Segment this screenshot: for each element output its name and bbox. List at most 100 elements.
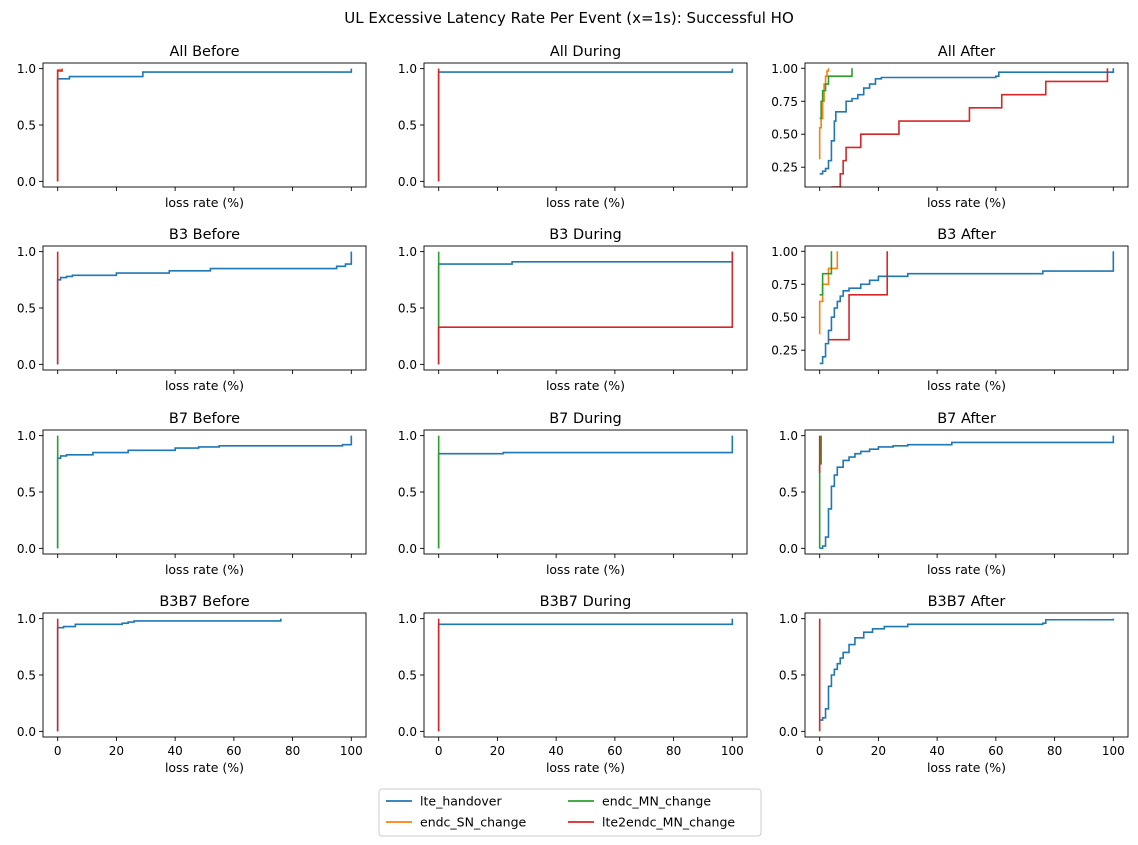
y-tick-label: 0.5	[398, 302, 417, 316]
x-axis-label: loss rate (%)	[546, 195, 625, 210]
series-group	[437, 618, 734, 732]
series-line-lte2endc-MN-change	[828, 251, 889, 341]
y-tick-label: 0.5	[398, 486, 417, 500]
series-line-endc-SN-change	[818, 251, 839, 335]
x-tick-label: 0	[435, 744, 443, 758]
y-tick-label: 0.0	[398, 542, 417, 556]
x-tick-label: 60	[226, 744, 241, 758]
x-tick-label: 20	[490, 744, 505, 758]
y-tick-label: 0.5	[17, 669, 36, 683]
series-line-endc-MN-change	[819, 68, 853, 120]
subplot: All During 0.0 0.5 1.0 loss rate (%)	[398, 44, 748, 210]
y-tick-label: 0.0	[779, 725, 798, 739]
series-line-lte-handover	[56, 251, 353, 365]
subplot-title: All Before	[170, 44, 240, 60]
axes-frame	[804, 245, 1129, 371]
x-axis-label: loss rate (%)	[927, 378, 1006, 393]
subplot-title: B7 Before	[169, 411, 240, 427]
subplot: B3B7 After 0.0 0.5 1.0 0 20 40 60 80 100 loss rate…	[779, 594, 1129, 775]
series-line-endc-SN-change	[818, 68, 830, 160]
x-tick-label: 100	[1102, 744, 1125, 758]
y-tick-label: 0.25	[771, 344, 798, 358]
y-tick-label: 0.50	[771, 128, 798, 142]
x-axis-label: loss rate (%)	[546, 378, 625, 393]
series-group	[56, 618, 282, 732]
legend-frame	[378, 788, 762, 837]
y-tick-label: 1.0	[17, 245, 36, 259]
legend-entry: endc_MN_change	[568, 794, 711, 809]
y-tick-label: 0.0	[398, 175, 417, 189]
y-tick-label: 0.0	[398, 725, 417, 739]
legend: lte_handover endc_SN_change endc_MN_change…	[378, 788, 762, 837]
subplot: B7 During 0.0 0.5 1.0 loss rate (%)	[398, 411, 748, 577]
y-tick-label: 0.0	[17, 358, 36, 372]
series-line-lte-handover	[437, 251, 734, 365]
x-tick-label: 0	[54, 744, 62, 758]
subplot: All After 0.25 0.50 0.75 1.00 loss rate (%)	[771, 44, 1129, 210]
subplot-title: B3B7 Before	[159, 594, 249, 610]
subplot-title: B3 After	[937, 227, 996, 243]
x-tick-label: 80	[666, 744, 681, 758]
subplot: B7 After 0.0 0.5 1.0 loss rate (%)	[779, 411, 1129, 577]
y-tick-label: 0.0	[17, 542, 36, 556]
subplot: B3 Before 0.0 0.5 1.0 loss rate (%)	[17, 227, 367, 393]
subplot-title: All After	[938, 44, 995, 60]
subplot: B3 After 0.25 0.50 0.75 1.00 loss rate (%)	[771, 227, 1129, 393]
series-group	[437, 68, 734, 182]
series-line-lte2endc-MN-change	[831, 68, 1109, 187]
axes-frame	[423, 612, 748, 738]
series-group	[437, 251, 734, 365]
y-tick-label: 1.0	[779, 429, 798, 443]
axes-frame	[804, 62, 1129, 188]
axes-frame	[804, 612, 1129, 738]
y-tick-label: 0.75	[771, 278, 798, 292]
y-tick-label: 1.00	[771, 245, 798, 259]
subplot-title: B3 During	[549, 227, 622, 243]
y-tick-label: 0.5	[398, 119, 417, 133]
y-tick-label: 0.0	[779, 542, 798, 556]
series-line-lte-handover	[437, 435, 734, 549]
y-tick-label: 0.75	[771, 95, 798, 109]
x-tick-label: 80	[285, 744, 300, 758]
y-tick-label: 0.50	[771, 311, 798, 325]
y-tick-label: 1.0	[398, 62, 417, 76]
series-line-lte-handover	[819, 68, 1115, 175]
series-line-lte-handover	[819, 251, 1115, 365]
legend-entries: lte_handover endc_SN_change endc_MN_change…	[386, 794, 735, 830]
series-group	[818, 68, 1115, 187]
series-line-lte-handover	[56, 68, 353, 182]
y-tick-label: 0.5	[17, 486, 36, 500]
legend-entry: lte_handover	[386, 794, 502, 809]
series-group	[818, 618, 1115, 732]
y-tick-label: 0.25	[771, 161, 798, 175]
y-tick-label: 0.5	[779, 486, 798, 500]
y-tick-label: 1.0	[398, 429, 417, 443]
axes-frame	[42, 612, 367, 738]
y-tick-label: 1.0	[398, 612, 417, 626]
y-tick-label: 0.0	[17, 175, 36, 189]
y-tick-label: 1.0	[17, 62, 36, 76]
x-axis-label: loss rate (%)	[165, 378, 244, 393]
x-axis-label: loss rate (%)	[927, 195, 1006, 210]
series-line-lte-handover	[56, 618, 282, 732]
y-tick-label: 1.00	[771, 62, 798, 76]
series-group	[818, 251, 1115, 365]
subplot-title: B3B7 After	[928, 594, 1006, 610]
subplot-title: B7 After	[937, 411, 996, 427]
y-tick-label: 0.5	[398, 669, 417, 683]
series-group	[56, 68, 353, 182]
y-tick-label: 1.0	[779, 612, 798, 626]
x-tick-label: 60	[988, 744, 1003, 758]
x-tick-label: 20	[871, 744, 886, 758]
y-tick-label: 1.0	[398, 245, 417, 259]
x-axis-label: loss rate (%)	[165, 760, 244, 775]
y-tick-label: 0.5	[779, 669, 798, 683]
subplot: B3B7 During 0.0 0.5 1.0 0 20 40 60 80 100 loss rat…	[398, 594, 748, 775]
legend-label: lte_handover	[420, 794, 502, 809]
subplot-title: B7 During	[549, 411, 622, 427]
x-tick-label: 20	[109, 744, 124, 758]
x-tick-label: 100	[340, 744, 363, 758]
x-tick-label: 40	[167, 744, 182, 758]
